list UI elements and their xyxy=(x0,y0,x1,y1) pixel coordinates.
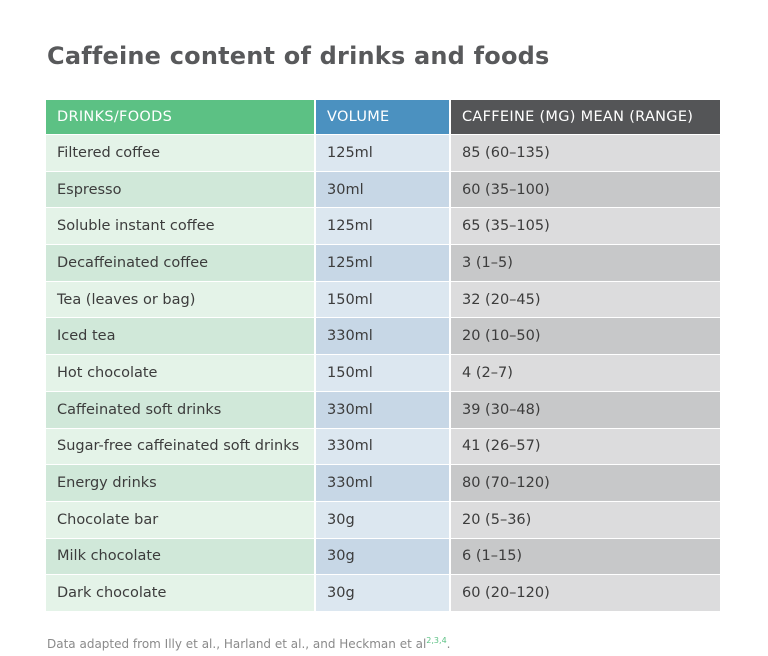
table-row: Soluble instant coffee 125ml 65 (35–105) xyxy=(46,208,720,246)
item-volume: 30g xyxy=(314,501,449,539)
table-row: Energy drinks 330ml 80 (70–120) xyxy=(46,465,720,502)
table-row: Espresso 30ml 60 (35–100) xyxy=(46,171,720,209)
table-row: Iced tea 330ml 20 (10–50) xyxy=(46,318,720,356)
header-caffeine: CAFFEINE (MG) MEAN (RANGE) xyxy=(449,100,720,135)
table-row: Chocolate bar 30g 20 (5–36) xyxy=(46,501,720,539)
item-volume: 330ml xyxy=(314,318,449,356)
item-volume: 30ml xyxy=(314,171,449,209)
table-header-row: DRINKS/FOODS VOLUME CAFFEINE (MG) MEAN (… xyxy=(46,100,720,135)
item-caffeine: 65 (35–105) xyxy=(449,208,720,246)
source-text: Data adapted from Illy et al., Harland e… xyxy=(47,637,427,651)
item-name: Dark chocolate xyxy=(46,575,314,612)
item-caffeine: 4 (2–7) xyxy=(449,355,720,392)
item-volume: 150ml xyxy=(314,281,449,319)
item-name: Hot chocolate xyxy=(46,355,314,392)
item-name: Caffeinated soft drinks xyxy=(46,391,314,429)
table-row: Filtered coffee 125ml 85 (60–135) xyxy=(46,135,720,172)
item-volume: 330ml xyxy=(314,465,449,502)
table-row: Caffeinated soft drinks 330ml 39 (30–48) xyxy=(46,391,720,429)
item-caffeine: 60 (20–120) xyxy=(449,575,720,612)
item-name: Espresso xyxy=(46,171,314,209)
table-row: Decaffeinated coffee 125ml 3 (1–5) xyxy=(46,245,720,282)
item-volume: 30g xyxy=(314,575,449,612)
item-caffeine: 3 (1–5) xyxy=(449,245,720,282)
header-volume: VOLUME xyxy=(314,100,449,135)
item-volume: 330ml xyxy=(314,391,449,429)
table-row: Milk chocolate 30g 6 (1–15) xyxy=(46,538,720,576)
item-volume: 125ml xyxy=(314,208,449,246)
item-name: Milk chocolate xyxy=(46,538,314,576)
item-volume: 30g xyxy=(314,538,449,576)
header-drinks-foods: DRINKS/FOODS xyxy=(46,100,314,135)
item-caffeine: 60 (35–100) xyxy=(449,171,720,209)
item-name: Chocolate bar xyxy=(46,501,314,539)
page-title: Caffeine content of drinks and foods xyxy=(47,42,550,70)
item-name: Tea (leaves or bag) xyxy=(46,281,314,319)
table-row: Tea (leaves or bag) 150ml 32 (20–45) xyxy=(46,281,720,319)
item-caffeine: 20 (5–36) xyxy=(449,501,720,539)
item-name: Energy drinks xyxy=(46,465,314,502)
item-volume: 125ml xyxy=(314,245,449,282)
item-volume: 330ml xyxy=(314,428,449,466)
table-row: Hot chocolate 150ml 4 (2–7) xyxy=(46,355,720,392)
source-note: Data adapted from Illy et al., Harland e… xyxy=(47,636,450,651)
item-caffeine: 6 (1–15) xyxy=(449,538,720,576)
item-caffeine: 39 (30–48) xyxy=(449,391,720,429)
item-caffeine: 41 (26–57) xyxy=(449,428,720,466)
item-caffeine: 80 (70–120) xyxy=(449,465,720,502)
item-name: Soluble instant coffee xyxy=(46,208,314,246)
item-name: Decaffeinated coffee xyxy=(46,245,314,282)
item-name: Filtered coffee xyxy=(46,135,314,172)
reference-superscript: 2,3,4 xyxy=(426,636,447,645)
item-caffeine: 85 (60–135) xyxy=(449,135,720,172)
item-volume: 125ml xyxy=(314,135,449,172)
item-volume: 150ml xyxy=(314,355,449,392)
table-row: Dark chocolate 30g 60 (20–120) xyxy=(46,575,720,612)
caffeine-table: DRINKS/FOODS VOLUME CAFFEINE (MG) MEAN (… xyxy=(46,100,720,612)
source-period: . xyxy=(446,637,451,651)
item-caffeine: 20 (10–50) xyxy=(449,318,720,356)
table-row: Sugar-free caffeinated soft drinks 330ml… xyxy=(46,428,720,466)
item-name: Iced tea xyxy=(46,318,314,356)
item-caffeine: 32 (20–45) xyxy=(449,281,720,319)
item-name: Sugar-free caffeinated soft drinks xyxy=(46,428,314,466)
